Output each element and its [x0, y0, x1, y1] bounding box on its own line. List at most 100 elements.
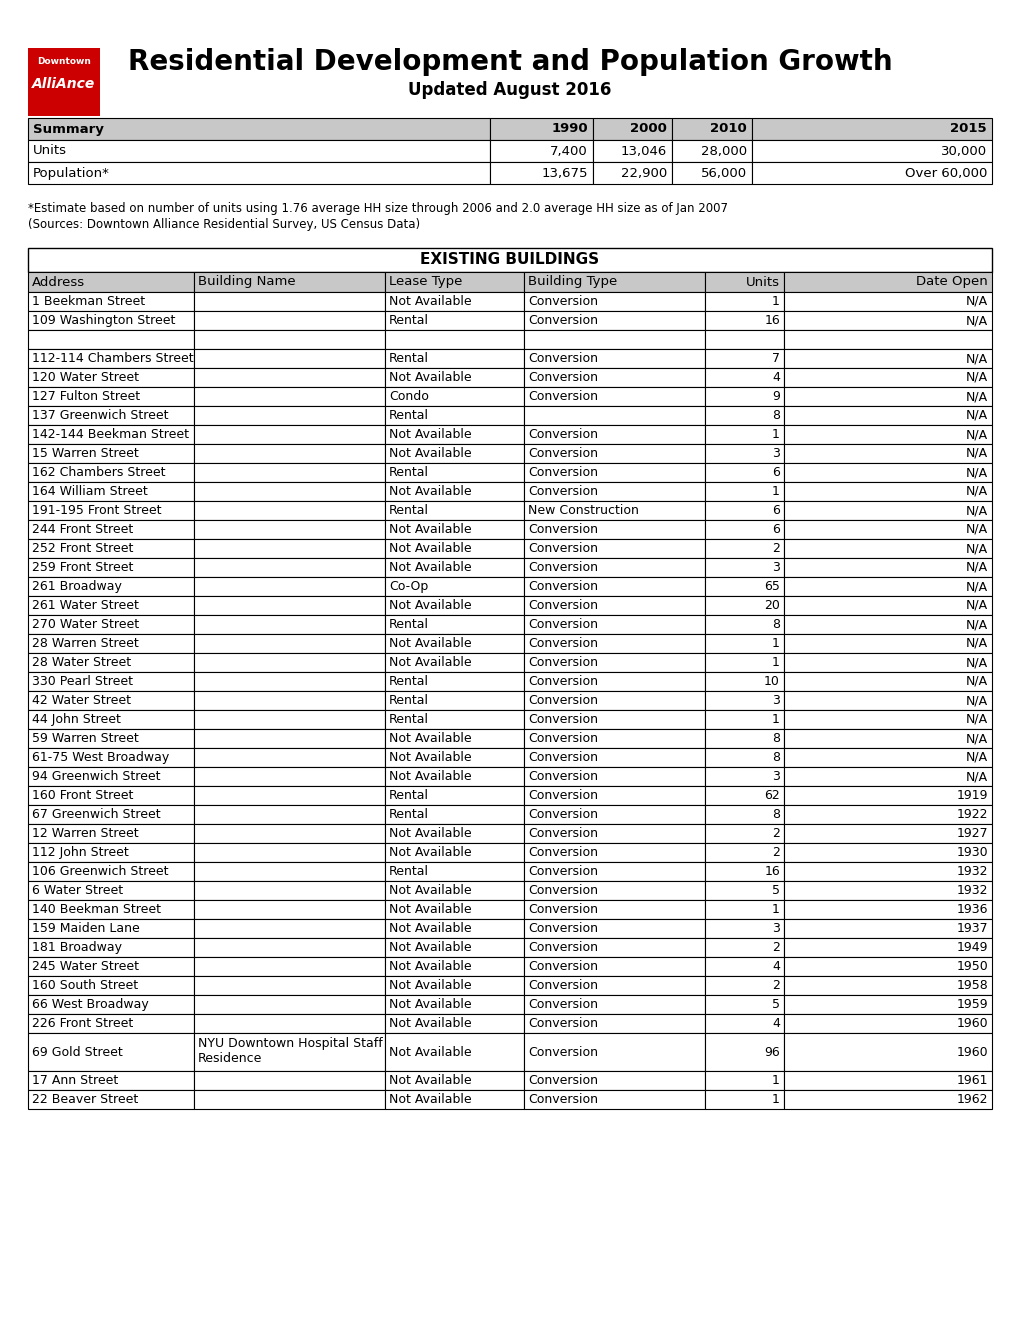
Bar [194, 690, 384, 710]
Bar [704, 710, 784, 729]
Bar [784, 444, 991, 463]
Text: Rental: Rental [388, 314, 429, 327]
Bar [28, 140, 489, 162]
Bar [704, 577, 784, 597]
Text: 2: 2 [771, 828, 780, 840]
Text: N/A: N/A [965, 523, 987, 536]
Bar [28, 1014, 194, 1034]
Bar [704, 348, 784, 368]
Bar [194, 919, 384, 939]
Bar [384, 862, 524, 880]
Text: 1932: 1932 [956, 865, 987, 878]
Bar [384, 292, 524, 312]
Text: 160 Front Street: 160 Front Street [32, 789, 133, 803]
Text: Rental: Rental [388, 466, 429, 479]
Text: Conversion: Conversion [528, 1016, 597, 1030]
Bar [28, 520, 194, 539]
Bar [704, 862, 784, 880]
Bar [524, 1014, 704, 1034]
Text: Rental: Rental [388, 352, 429, 366]
Bar [28, 615, 194, 634]
Bar [384, 520, 524, 539]
Bar [784, 1014, 991, 1034]
Bar [194, 312, 384, 330]
Bar [704, 805, 784, 824]
Bar [704, 463, 784, 482]
Bar [704, 558, 784, 577]
Bar [384, 919, 524, 939]
Text: Not Available: Not Available [388, 846, 471, 859]
Bar [194, 615, 384, 634]
Bar [28, 348, 194, 368]
Text: Not Available: Not Available [388, 979, 471, 993]
Bar [704, 880, 784, 900]
Bar [384, 312, 524, 330]
Bar [384, 900, 524, 919]
Bar [524, 843, 704, 862]
Text: Not Available: Not Available [388, 371, 471, 384]
Text: 1930: 1930 [956, 846, 987, 859]
Text: 1960: 1960 [956, 1016, 987, 1030]
Text: Conversion: Conversion [528, 656, 597, 669]
Text: Conversion: Conversion [528, 523, 597, 536]
Text: 1950: 1950 [956, 960, 987, 973]
Bar [28, 767, 194, 785]
Text: 261 Water Street: 261 Water Street [32, 599, 139, 612]
Bar [384, 805, 524, 824]
Text: N/A: N/A [965, 618, 987, 631]
Text: Conversion: Conversion [528, 1074, 597, 1086]
Text: 2010: 2010 [709, 123, 746, 136]
Bar [194, 1014, 384, 1034]
Bar [524, 577, 704, 597]
Text: Residential Development and Population Growth: Residential Development and Population G… [127, 48, 892, 77]
Text: 244 Front Street: 244 Front Street [32, 523, 133, 536]
Text: Conversion: Conversion [528, 371, 597, 384]
Bar [524, 1071, 704, 1090]
Text: 137 Greenwich Street: 137 Greenwich Street [32, 409, 168, 422]
Text: Not Available: Not Available [388, 941, 471, 954]
Text: Conversion: Conversion [528, 808, 597, 821]
Text: N/A: N/A [965, 447, 987, 459]
Text: 159 Maiden Lane: 159 Maiden Lane [32, 921, 140, 935]
Bar [704, 634, 784, 653]
Text: Rental: Rental [388, 504, 429, 517]
Bar [194, 880, 384, 900]
Text: Not Available: Not Available [388, 638, 471, 649]
Bar [384, 463, 524, 482]
Bar [28, 48, 100, 116]
Text: 2: 2 [771, 846, 780, 859]
Bar [194, 862, 384, 880]
Bar [784, 975, 991, 995]
Bar [784, 710, 991, 729]
Bar [784, 672, 991, 690]
Text: 2015: 2015 [950, 123, 986, 136]
Text: Conversion: Conversion [528, 675, 597, 688]
Bar [194, 748, 384, 767]
Text: Not Available: Not Available [388, 428, 471, 441]
Text: N/A: N/A [965, 484, 987, 498]
Bar [194, 634, 384, 653]
Bar [524, 805, 704, 824]
Text: Conversion: Conversion [528, 1045, 597, 1059]
Bar [194, 482, 384, 502]
Text: AlliAnce: AlliAnce [33, 77, 96, 91]
Bar [384, 368, 524, 387]
Bar [784, 425, 991, 444]
Text: Lease Type: Lease Type [388, 276, 462, 289]
Text: 1: 1 [771, 903, 780, 916]
Text: Not Available: Not Available [388, 523, 471, 536]
Text: 5: 5 [771, 884, 780, 898]
Text: 59 Warren Street: 59 Warren Street [32, 733, 139, 744]
Bar [384, 615, 524, 634]
Bar [784, 957, 991, 975]
Bar [784, 880, 991, 900]
Bar [704, 292, 784, 312]
Bar [384, 748, 524, 767]
Bar [784, 292, 991, 312]
Text: 12 Warren Street: 12 Warren Street [32, 828, 139, 840]
Bar [28, 690, 194, 710]
Text: N/A: N/A [965, 713, 987, 726]
Text: Not Available: Not Available [388, 828, 471, 840]
Text: 8: 8 [771, 409, 780, 422]
Text: Conversion: Conversion [528, 789, 597, 803]
